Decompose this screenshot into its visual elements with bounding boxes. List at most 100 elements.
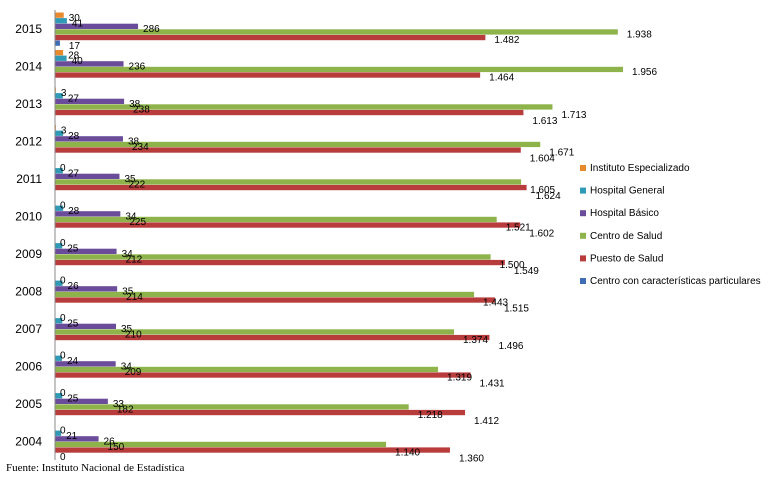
bar-2014-3 <box>55 61 124 67</box>
value-label-2006-6: 1.431 <box>480 378 505 389</box>
value-label-2004-1: 0 <box>60 425 66 436</box>
value-label-2009-2: 25 <box>67 243 79 254</box>
bar-2004-5 <box>55 447 450 453</box>
year-label-2013: 2013 <box>15 97 42 111</box>
value-label-2015-5: 1.482 <box>494 35 519 46</box>
legend-label-6: Centro con características particulares <box>590 276 761 287</box>
year-label-2010: 2010 <box>15 209 42 223</box>
value-label-2007-3: 35 <box>121 324 133 335</box>
value-label-2006-3: 34 <box>121 362 133 373</box>
value-label-2015-6: 17 <box>69 41 81 52</box>
year-label-2009: 2009 <box>15 247 42 261</box>
bar-2008-3 <box>55 286 118 292</box>
value-label-2006-5: 1.319 <box>447 373 472 384</box>
value-label-2007-4: 210 <box>125 330 142 341</box>
value-label-2009-1: 0 <box>60 238 66 249</box>
value-label-2008-3: 35 <box>122 287 134 298</box>
bar-2015-3 <box>55 23 139 29</box>
value-label-2015-1: 30 <box>69 13 81 24</box>
value-label-2011-4: 222 <box>128 180 145 191</box>
year-label-2012: 2012 <box>15 134 42 148</box>
legend-swatch-3 <box>580 210 586 217</box>
bar-2006-4 <box>55 366 439 373</box>
bar-2015-4 <box>55 29 618 35</box>
year-label-2006: 2006 <box>15 359 42 373</box>
bar-2005-4 <box>55 404 409 410</box>
value-label-2004-7: 0 <box>60 452 66 463</box>
bar-2012-3 <box>55 136 123 142</box>
bar-2014-2 <box>55 55 67 61</box>
bar-2013-5 <box>55 109 524 116</box>
value-label-2010-6: 1.602 <box>529 228 554 239</box>
bar-2009-2 <box>55 243 63 249</box>
value-label-2014-4: 1.956 <box>632 67 657 78</box>
value-label-2013-2: 27 <box>68 93 80 104</box>
value-label-2006-2: 24 <box>67 356 79 367</box>
value-label-2006-1: 0 <box>60 350 66 361</box>
bar-2015-1 <box>55 12 64 18</box>
bar-2004-3 <box>55 436 99 442</box>
value-label-2005-6: 1.412 <box>474 416 499 427</box>
value-label-2004-3: 26 <box>104 437 116 448</box>
value-label-2014-2: 40 <box>72 56 84 67</box>
value-label-2012-6: 1.604 <box>530 153 555 164</box>
legend-swatch-6 <box>580 278 586 284</box>
value-label-2005-5: 1.218 <box>418 410 443 421</box>
source-note: Fuente: Instituto Nacional de Estadístic… <box>6 462 185 474</box>
value-label-2009-4: 212 <box>126 255 143 266</box>
value-label-2004-4: 150 <box>108 442 125 453</box>
bar-2008-5 <box>55 297 495 303</box>
bar-2006-5 <box>55 372 471 378</box>
value-label-2011-2: 27 <box>68 168 80 179</box>
value-label-2011-3: 35 <box>124 174 136 185</box>
value-label-2013-6: 1.613 <box>532 116 557 127</box>
value-label-2008-6: 1.515 <box>504 303 529 314</box>
year-label-2005: 2005 <box>15 397 42 411</box>
bar-2013-3 <box>55 98 125 104</box>
year-label-2011: 2011 <box>16 172 42 186</box>
value-label-2008-1: 0 <box>60 275 66 286</box>
bar-2006-3 <box>55 361 116 367</box>
bar-2013-2 <box>55 93 63 99</box>
value-label-2004-2: 21 <box>66 431 78 442</box>
bar-2010-2 <box>55 205 64 211</box>
bar-2004-4 <box>55 441 387 448</box>
value-label-2014-3: 236 <box>129 62 146 73</box>
value-label-2012-5: 1.671 <box>549 148 574 159</box>
value-label-2005-2: 25 <box>67 393 79 404</box>
value-label-2010-2: 28 <box>68 206 80 217</box>
value-label-2013-1: 3 <box>61 88 67 99</box>
value-label-2011-5: 1.605 <box>530 185 555 196</box>
value-label-2012-1: 3 <box>61 125 67 136</box>
bar-2007-5 <box>55 334 490 341</box>
value-label-2004-5: 1.140 <box>395 448 420 459</box>
bar-2004-2 <box>55 430 62 436</box>
value-label-2012-2: 28 <box>68 131 80 142</box>
bar-2015-2 <box>55 18 67 24</box>
value-label-2005-1: 0 <box>60 388 66 399</box>
bar-2008-4 <box>55 291 475 298</box>
value-label-2007-2: 25 <box>67 318 79 329</box>
bar-2015-5 <box>55 34 486 41</box>
year-labels-group: 2015 2014 2013 2012 2011 2010 2009 2008 2007 2006… <box>15 22 42 449</box>
legend-swatch-4 <box>580 232 586 239</box>
value-label-2014-1: 28 <box>68 50 80 61</box>
bar-2011-4 <box>55 179 522 185</box>
value-label-2004-6: 1.360 <box>459 453 484 464</box>
value-label-2010-1: 0 <box>60 200 66 211</box>
bar-2010-3 <box>55 211 121 217</box>
year-label-2008: 2008 <box>15 284 42 298</box>
value-label-2010-5: 1.521 <box>506 223 531 234</box>
legend-swatch-1 <box>580 165 586 171</box>
value-label-2010-3: 34 <box>125 212 137 223</box>
legend-swatch-5 <box>580 255 586 262</box>
legend-label-4: Centro de Salud <box>590 231 662 242</box>
value-label-2009-6: 1.549 <box>514 266 539 277</box>
bar-2015-6 <box>55 40 60 46</box>
legend-label-3: Hospital Básico <box>590 208 659 219</box>
bar-2009-4 <box>55 254 491 260</box>
bar-2010-5 <box>55 222 521 228</box>
bar-2010-4 <box>55 216 497 223</box>
value-label-2006-4: 209 <box>125 367 142 378</box>
value-label-2005-4: 182 <box>117 405 134 416</box>
